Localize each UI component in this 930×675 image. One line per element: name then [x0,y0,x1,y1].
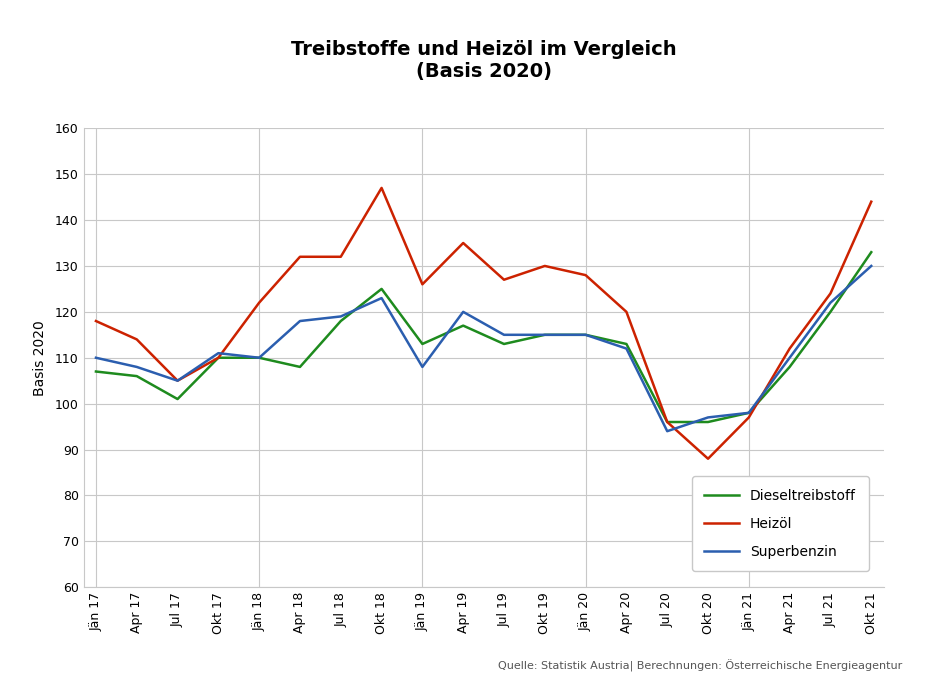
Dieseltreibstoff [172,395,183,403]
Dieseltreibstoff [866,248,877,256]
Dieseltreibstoff [254,354,265,362]
Heizöl [866,198,877,206]
Heizöl [254,298,265,306]
Line: Superbenzin: Superbenzin [96,266,871,431]
Superbenzin [539,331,551,339]
Dieseltreibstoff [825,308,836,316]
Dieseltreibstoff [213,354,224,362]
Dieseltreibstoff [131,372,142,380]
Heizöl [131,335,142,344]
Heizöl [498,275,510,284]
Superbenzin [254,354,265,362]
Dieseltreibstoff [417,340,428,348]
Superbenzin [621,344,632,352]
Heizöl [580,271,591,279]
Dieseltreibstoff [702,418,713,426]
Heizöl [458,239,469,247]
Heizöl [295,252,306,261]
Heizöl [743,413,754,421]
Dieseltreibstoff [458,321,469,329]
Heizöl [702,455,713,463]
Superbenzin [213,349,224,357]
Superbenzin [580,331,591,339]
Heizöl [90,317,101,325]
Dieseltreibstoff [376,285,387,293]
Dieseltreibstoff [498,340,510,348]
Heizöl [539,262,551,270]
Dieseltreibstoff [295,363,306,371]
Heizöl [621,308,632,316]
Superbenzin [784,354,795,362]
Superbenzin [335,313,346,321]
Heizöl [213,354,224,362]
Superbenzin [295,317,306,325]
Superbenzin [90,354,101,362]
Superbenzin [498,331,510,339]
Superbenzin [376,294,387,302]
Dieseltreibstoff [661,418,672,426]
Dieseltreibstoff [743,409,754,417]
Y-axis label: Basis 2020: Basis 2020 [33,320,46,396]
Dieseltreibstoff [90,367,101,375]
Superbenzin [825,298,836,306]
Superbenzin [131,363,142,371]
Heizöl [335,252,346,261]
Line: Dieseltreibstoff: Dieseltreibstoff [96,252,871,422]
Superbenzin [417,363,428,371]
Dieseltreibstoff [539,331,551,339]
Superbenzin [458,308,469,316]
Heizöl [376,184,387,192]
Heizöl [825,290,836,298]
Superbenzin [172,377,183,385]
Heizöl [417,280,428,288]
Superbenzin [866,262,877,270]
Superbenzin [702,413,713,421]
Heizöl [784,344,795,352]
Dieseltreibstoff [335,317,346,325]
Text: Treibstoffe und Heizöl im Vergleich
(Basis 2020): Treibstoffe und Heizöl im Vergleich (Bas… [291,40,676,81]
Heizöl [172,377,183,385]
Legend: Dieseltreibstoff, Heizöl, Superbenzin: Dieseltreibstoff, Heizöl, Superbenzin [692,477,869,571]
Dieseltreibstoff [580,331,591,339]
Line: Heizöl: Heizöl [96,188,871,459]
Dieseltreibstoff [621,340,632,348]
Dieseltreibstoff [784,363,795,371]
Heizöl [661,418,672,426]
Superbenzin [743,409,754,417]
Text: Quelle: Statistik Austria| Berechnungen: Österreichische Energieagentur: Quelle: Statistik Austria| Berechnungen:… [498,659,902,672]
Superbenzin [661,427,672,435]
